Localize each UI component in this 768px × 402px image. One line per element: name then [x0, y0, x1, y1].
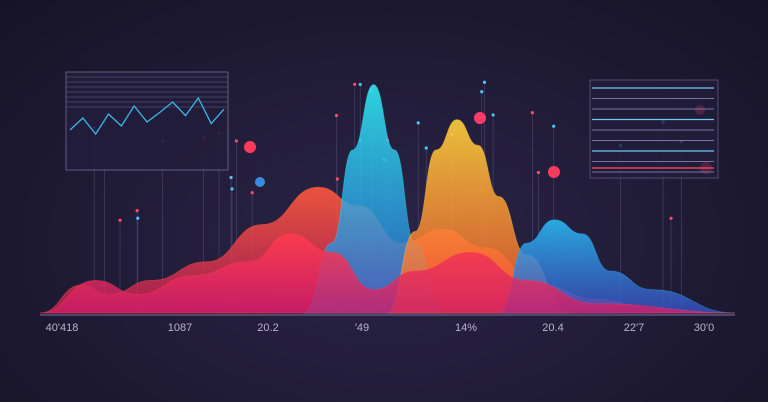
decor-dot [335, 177, 339, 181]
decor-dot [480, 90, 484, 94]
x-tick-label: 20.2 [257, 322, 279, 334]
x-tick-label: 30'0 [693, 322, 715, 334]
decor-dot [230, 187, 234, 191]
decor-dot [669, 216, 673, 220]
decor-dot [353, 82, 357, 86]
x-tick-label: 22'7 [623, 322, 645, 334]
decor-dot [530, 111, 534, 115]
x-tick-label: 14% [454, 322, 478, 334]
decor-dot [334, 113, 339, 118]
decor-dot [416, 121, 420, 125]
x-tick-label: '49 [354, 322, 370, 334]
x-tick-label: 40'418 [45, 322, 79, 334]
decor-dot [250, 191, 254, 195]
x-tick-label: 20.4 [542, 322, 564, 334]
accent-dot [244, 141, 256, 153]
inset-panel-right [589, 79, 719, 179]
decor-dot [552, 124, 556, 128]
decor-dot [482, 80, 487, 84]
accent-dot [548, 166, 560, 178]
decor-dot [536, 170, 541, 175]
series-area-3 [498, 219, 736, 314]
decor-dot [424, 146, 428, 150]
decor-dot [135, 209, 139, 213]
decor-dot [358, 82, 362, 87]
decor-dot [136, 216, 140, 220]
decor-dot [229, 175, 233, 180]
decor-dot [491, 113, 495, 117]
x-tick-label: 1087 [167, 322, 193, 334]
decor-dot [118, 218, 122, 222]
decor-dot [234, 139, 238, 143]
series-area-4 [39, 233, 736, 314]
inset-line-left [69, 96, 225, 136]
accent-dot [255, 177, 265, 187]
accent-dot [474, 112, 486, 124]
